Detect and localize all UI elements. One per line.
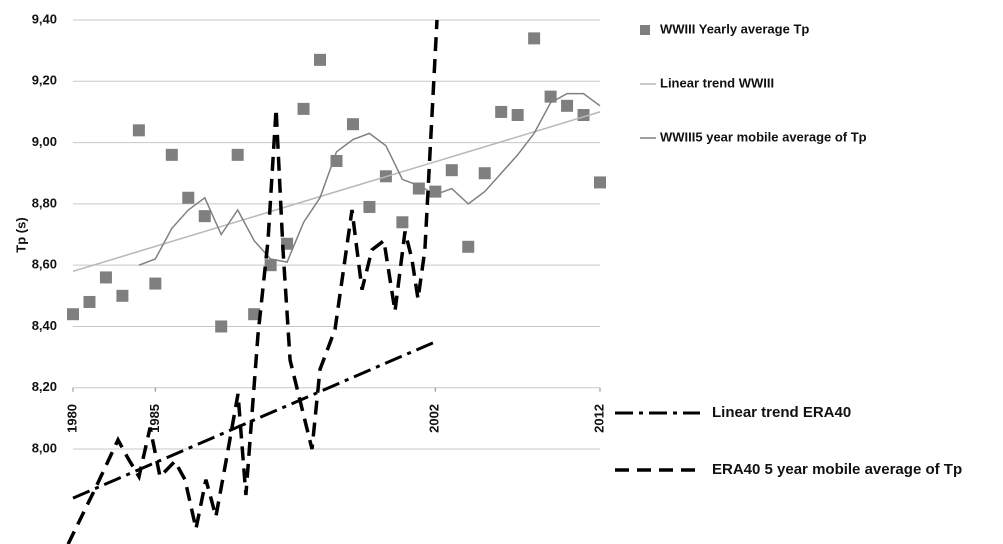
legend-label: Linear trend ERA40 bbox=[712, 404, 851, 421]
y-tick-label: 8,40 bbox=[32, 318, 57, 333]
y-tick-label: 8,60 bbox=[32, 257, 57, 272]
x-tick-label: 2002 bbox=[427, 404, 442, 433]
data-point bbox=[297, 102, 310, 115]
series-line bbox=[72, 111, 601, 273]
y-tick-label: 9,40 bbox=[32, 11, 57, 26]
data-point bbox=[198, 210, 211, 223]
data-point bbox=[363, 200, 376, 213]
data-point bbox=[495, 105, 508, 118]
x-tick-label: 2012 bbox=[591, 404, 606, 433]
data-point bbox=[83, 295, 96, 308]
data-point bbox=[346, 118, 359, 131]
data-point bbox=[182, 191, 195, 204]
data-point bbox=[511, 109, 524, 122]
series-line bbox=[138, 92, 601, 266]
data-point bbox=[165, 148, 178, 161]
data-point bbox=[67, 308, 79, 321]
data-point bbox=[478, 167, 491, 180]
data-point bbox=[445, 164, 458, 177]
legend-item: WWIII Yearly average Tp bbox=[640, 21, 809, 36]
x-tick-label: 1985 bbox=[147, 404, 162, 433]
data-point bbox=[528, 32, 541, 45]
data-point bbox=[116, 289, 129, 302]
data-point bbox=[248, 308, 261, 321]
data-point bbox=[264, 259, 277, 272]
x-tick-label: 1980 bbox=[64, 404, 79, 433]
data-point bbox=[396, 216, 409, 229]
legend-label: WWIII Yearly average Tp bbox=[660, 21, 809, 36]
y-tick-label: 8,00 bbox=[32, 440, 57, 455]
legend-label: WWIII5 year mobile average of Tp bbox=[660, 129, 867, 144]
data-point bbox=[412, 182, 425, 195]
y-tick-label: 8,80 bbox=[32, 195, 57, 210]
data-point bbox=[231, 148, 244, 161]
legend-label: ERA40 5 year mobile average of Tp bbox=[712, 461, 962, 478]
data-point bbox=[544, 90, 557, 103]
legend-item: WWIII5 year mobile average of Tp bbox=[640, 129, 867, 144]
data-point bbox=[462, 240, 475, 253]
data-point bbox=[215, 320, 228, 333]
legend-swatch bbox=[640, 25, 650, 35]
data-point bbox=[132, 124, 145, 137]
legend-item: Linear trend WWIII bbox=[640, 75, 774, 90]
y-tick-label: 9,00 bbox=[32, 134, 57, 149]
data-point bbox=[149, 277, 162, 290]
y-axis-label: Tp (s) bbox=[13, 217, 28, 252]
series-line bbox=[66, 19, 439, 544]
data-point bbox=[99, 271, 112, 284]
y-tick-label: 8,20 bbox=[32, 379, 57, 394]
legend-item: Linear trend ERA40 bbox=[615, 404, 851, 421]
data-point bbox=[429, 185, 442, 198]
y-tick-label: 9,20 bbox=[32, 73, 57, 88]
legend-label: Linear trend WWIII bbox=[660, 75, 774, 90]
legend-item: ERA40 5 year mobile average of Tp bbox=[615, 461, 962, 478]
data-point bbox=[594, 176, 606, 189]
data-point bbox=[314, 53, 327, 66]
series-line bbox=[72, 340, 436, 500]
data-point bbox=[561, 99, 574, 112]
